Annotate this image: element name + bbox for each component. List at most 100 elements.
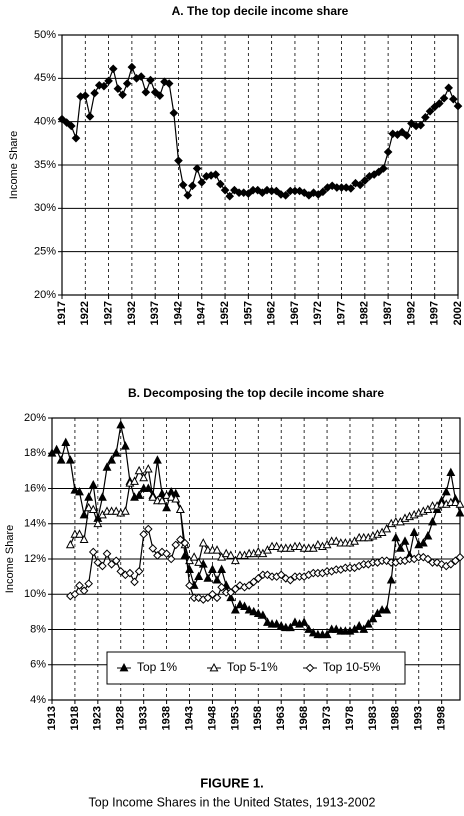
marker — [162, 490, 172, 499]
marker — [122, 79, 132, 88]
marker — [249, 577, 259, 587]
x-tick-label: 1998 — [436, 706, 448, 730]
marker — [102, 549, 112, 559]
y-tick-label: 20% — [24, 412, 46, 424]
marker — [52, 444, 62, 454]
line — [70, 527, 461, 601]
x-tick-label: 1993 — [413, 706, 425, 730]
marker — [435, 99, 444, 108]
marker — [455, 499, 464, 508]
marker — [97, 492, 107, 501]
x-tick-label: 1992 — [405, 301, 417, 325]
marker — [455, 552, 464, 562]
marker — [88, 479, 98, 489]
marker — [449, 94, 458, 104]
x-tick-label: 1973 — [321, 706, 333, 730]
marker — [212, 575, 222, 584]
marker — [304, 624, 314, 633]
y-tick-label: 20% — [34, 289, 56, 301]
x-tick-label: 1953 — [229, 706, 241, 730]
marker — [308, 627, 318, 637]
marker — [351, 178, 360, 188]
marker — [439, 93, 449, 103]
marker — [183, 191, 193, 200]
x-tick-label: 1927 — [102, 301, 114, 325]
marker — [208, 564, 217, 573]
x-tick-label: 1947 — [196, 301, 208, 325]
marker — [453, 101, 463, 111]
marker — [194, 593, 204, 603]
marker — [194, 571, 204, 581]
x-tick-label: 1967 — [289, 301, 301, 325]
x-tick-label: 1958 — [252, 706, 264, 730]
marker — [395, 543, 405, 552]
marker — [221, 548, 231, 558]
x-tick-label: 1952 — [219, 301, 231, 325]
x-tick-label: 1982 — [359, 301, 371, 325]
marker — [432, 558, 442, 567]
marker — [141, 87, 151, 97]
y-axis-label: Income Share — [4, 525, 16, 593]
marker — [113, 84, 123, 94]
marker — [185, 581, 194, 590]
marker — [299, 617, 309, 626]
marker — [421, 113, 430, 122]
marker — [75, 581, 84, 590]
marker — [194, 557, 204, 566]
marker — [56, 455, 66, 464]
marker — [130, 577, 139, 587]
marker — [382, 524, 392, 533]
marker — [318, 187, 328, 197]
marker — [249, 606, 259, 616]
marker — [276, 620, 286, 630]
legend-box — [106, 651, 406, 685]
legend-label: Top 5-1% — [227, 660, 278, 674]
marker — [253, 185, 262, 195]
marker — [107, 455, 117, 464]
marker — [419, 552, 428, 562]
marker — [88, 504, 98, 514]
marker — [446, 559, 456, 569]
marker — [104, 76, 113, 86]
marker — [180, 538, 190, 548]
marker — [111, 448, 121, 457]
marker — [402, 131, 412, 140]
marker — [162, 549, 171, 559]
marker — [276, 190, 286, 199]
marker — [70, 589, 80, 599]
legend-marker — [305, 663, 315, 673]
marker — [143, 483, 153, 492]
marker — [382, 605, 392, 614]
marker — [244, 605, 254, 614]
marker — [354, 620, 364, 630]
marker — [211, 170, 221, 179]
marker — [118, 90, 127, 100]
x-tick-label: 1948 — [206, 706, 218, 730]
legend-marker — [119, 662, 129, 672]
x-tick-label: 1932 — [126, 301, 138, 325]
marker — [253, 546, 263, 556]
y-tick-label: 50% — [34, 29, 56, 41]
marker — [120, 506, 130, 515]
marker — [363, 619, 373, 628]
y-tick-label: 25% — [34, 246, 56, 258]
x-tick-label: 1913 — [46, 706, 58, 730]
marker — [263, 570, 272, 580]
marker — [272, 619, 282, 628]
y-tick-label: 30% — [34, 202, 56, 214]
marker — [253, 574, 263, 583]
marker — [111, 506, 121, 515]
marker — [230, 605, 240, 614]
marker — [444, 83, 453, 93]
legend-label: Top 1% — [137, 660, 177, 674]
marker — [136, 72, 146, 81]
series — [57, 62, 463, 201]
marker — [164, 79, 174, 88]
x-tick-label: 1933 — [138, 706, 150, 730]
marker — [416, 120, 426, 130]
marker — [62, 118, 71, 127]
marker — [212, 545, 222, 554]
marker — [139, 530, 148, 539]
marker — [61, 437, 71, 447]
marker — [98, 561, 107, 571]
